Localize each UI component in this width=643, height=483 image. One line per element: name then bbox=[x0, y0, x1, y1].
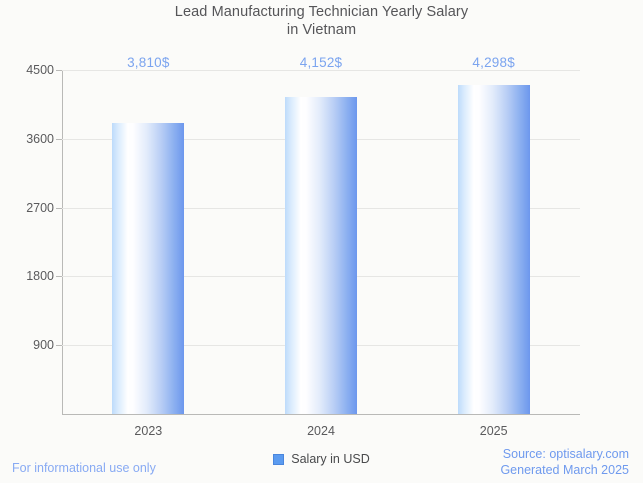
y-axis-label: 4500 bbox=[26, 63, 54, 77]
legend-swatch-salary-in-usd[interactable] bbox=[273, 453, 285, 465]
chart-title: Lead Manufacturing Technician Yearly Sal… bbox=[0, 3, 643, 39]
y-axis-line bbox=[62, 70, 63, 414]
y-axis-tick-mark bbox=[56, 345, 62, 347]
bar-value-label-2024: 4,152$ bbox=[299, 55, 343, 70]
legend-label-salary-in-usd[interactable]: Salary in USD bbox=[291, 452, 370, 466]
plot-area: 2023 2024 2025 bbox=[56, 70, 580, 438]
bar-2025[interactable] bbox=[457, 85, 530, 414]
x-axis-label-2023: 2023 bbox=[134, 424, 163, 438]
y-axis-tick-mark bbox=[56, 138, 62, 140]
chart-legend: Salary in USD bbox=[0, 452, 643, 466]
bar-value-label-2023: 3,810$ bbox=[127, 55, 170, 70]
chart-title-line-2: in Vietnam bbox=[286, 22, 357, 38]
y-axis-label: 1800 bbox=[26, 269, 54, 284]
x-axis-label-2024: 2024 bbox=[307, 424, 335, 438]
gridline bbox=[62, 70, 580, 71]
x-axis-line bbox=[62, 414, 580, 415]
bar-2024[interactable] bbox=[285, 96, 357, 414]
bar-2023[interactable] bbox=[112, 122, 185, 414]
footer-disclaimer: For informational use only bbox=[12, 461, 156, 475]
footer-source: Source: optisalary.com bbox=[502, 447, 629, 461]
y-axis-tick-mark bbox=[56, 207, 62, 209]
y-axis-label: 900 bbox=[33, 338, 54, 353]
chart-title-line-1: Lead Manufacturing Technician Yearly Sal… bbox=[174, 4, 469, 20]
y-axis-label: 2700 bbox=[26, 200, 54, 215]
y-axis-label: 3600 bbox=[26, 131, 54, 146]
footer-attribution: Source: optisalary.com Generated March 2… bbox=[500, 446, 629, 478]
footer-generated-date: Generated March 2025 bbox=[500, 463, 629, 477]
x-axis-label-2025: 2025 bbox=[479, 424, 508, 438]
bar-value-label-2025: 4,298$ bbox=[472, 55, 515, 70]
y-axis-tick-mark bbox=[56, 276, 62, 278]
y-axis-tick-mark bbox=[56, 70, 62, 71]
